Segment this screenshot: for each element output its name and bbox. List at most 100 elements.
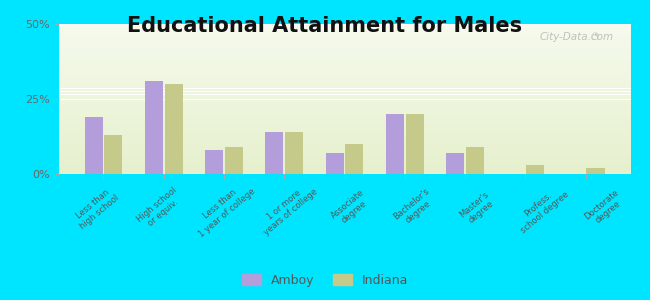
Bar <box>58 69 630 70</box>
Bar <box>58 100 630 101</box>
Bar <box>58 149 630 150</box>
Bar <box>58 103 630 104</box>
Bar <box>58 165 630 166</box>
Bar <box>58 151 630 152</box>
Bar <box>58 55 630 56</box>
Text: Master's
degree: Master's degree <box>458 190 498 227</box>
Bar <box>58 125 630 126</box>
Bar <box>58 170 630 171</box>
Bar <box>58 95 630 96</box>
Bar <box>58 85 630 86</box>
Bar <box>58 49 630 50</box>
Bar <box>58 82 630 83</box>
Bar <box>58 48 630 49</box>
Bar <box>58 45 630 46</box>
Bar <box>58 162 630 163</box>
Bar <box>58 89 630 90</box>
Bar <box>58 169 630 170</box>
Bar <box>205 150 223 174</box>
Bar <box>58 82 630 83</box>
Bar <box>58 98 630 99</box>
Bar <box>265 132 283 174</box>
Bar <box>58 40 630 41</box>
Bar <box>84 117 103 174</box>
Bar <box>58 168 630 169</box>
Bar <box>58 33 630 34</box>
Bar <box>586 168 605 174</box>
Bar <box>58 58 630 59</box>
Bar <box>58 102 630 103</box>
Bar <box>58 117 630 118</box>
Text: Educational Attainment for Males: Educational Attainment for Males <box>127 16 523 37</box>
Bar <box>58 169 630 170</box>
Bar <box>58 113 630 114</box>
Bar <box>145 81 163 174</box>
Bar <box>58 36 630 37</box>
Bar <box>58 28 630 29</box>
Bar <box>58 135 630 136</box>
Bar <box>58 34 630 35</box>
Bar <box>58 111 630 112</box>
Bar <box>58 84 630 85</box>
Bar <box>58 150 630 151</box>
Text: Less than
high school: Less than high school <box>72 185 121 231</box>
Bar <box>58 56 630 57</box>
Bar <box>58 67 630 68</box>
Text: Profess.
school degree: Profess. school degree <box>512 182 571 235</box>
Text: Bachelor's
degree: Bachelor's degree <box>391 187 437 230</box>
Bar <box>58 26 630 27</box>
Bar <box>58 130 630 131</box>
Bar <box>58 44 630 45</box>
Bar <box>58 65 630 66</box>
Bar <box>58 79 630 80</box>
Bar <box>58 76 630 77</box>
Bar <box>58 86 630 87</box>
Text: ◔: ◔ <box>591 31 599 41</box>
Bar <box>58 161 630 162</box>
Bar <box>58 158 630 159</box>
Bar <box>58 78 630 79</box>
Bar <box>58 173 630 174</box>
Bar <box>58 38 630 39</box>
Bar <box>58 142 630 143</box>
Bar <box>58 54 630 55</box>
Bar <box>58 147 630 148</box>
Bar <box>58 116 630 117</box>
Bar <box>58 137 630 138</box>
Bar <box>58 159 630 160</box>
Bar <box>58 119 630 120</box>
Bar <box>58 107 630 108</box>
Bar <box>58 114 630 115</box>
Bar <box>58 157 630 158</box>
Bar <box>58 39 630 40</box>
Bar <box>58 64 630 65</box>
Bar <box>58 104 630 105</box>
Bar <box>406 114 424 174</box>
Bar <box>58 59 630 60</box>
Bar <box>58 60 630 61</box>
Bar <box>58 146 630 147</box>
Text: High school
or equiv.: High school or equiv. <box>135 185 185 232</box>
Bar <box>58 163 630 164</box>
Bar <box>58 47 630 48</box>
Bar <box>58 46 630 47</box>
Bar <box>58 129 630 130</box>
Bar <box>58 37 630 38</box>
Bar <box>58 136 630 137</box>
Bar <box>58 140 630 141</box>
Bar <box>58 96 630 97</box>
Bar <box>58 68 630 69</box>
Bar <box>58 153 630 154</box>
Bar <box>58 66 630 67</box>
Text: Less than
1 year of college: Less than 1 year of college <box>190 178 257 238</box>
Bar <box>58 154 630 155</box>
Bar <box>164 84 183 174</box>
Bar <box>58 90 630 91</box>
Bar <box>58 171 630 172</box>
Bar <box>58 30 630 31</box>
Bar <box>58 160 630 161</box>
Bar <box>58 32 630 33</box>
Bar <box>58 118 630 119</box>
Bar <box>58 144 630 145</box>
Bar <box>58 31 630 32</box>
